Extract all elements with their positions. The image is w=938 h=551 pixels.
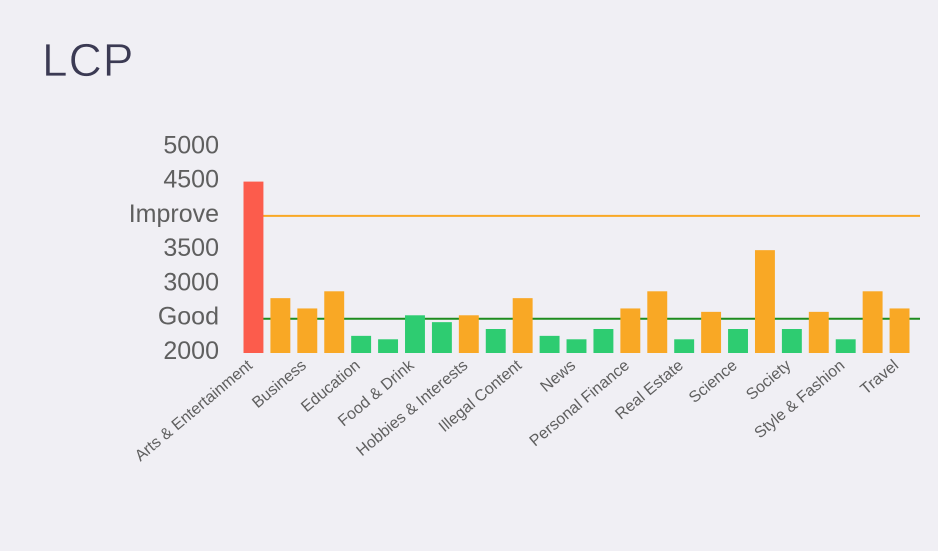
svg-text:News: News (537, 357, 579, 396)
svg-text:LCP: LCP (42, 34, 134, 86)
svg-text:Society: Society (743, 357, 794, 404)
svg-text:5000: 5000 (163, 131, 219, 159)
svg-text:Style & Fashion: Style & Fashion (751, 357, 848, 442)
svg-text:Good: Good (158, 303, 219, 331)
svg-text:Personal Finance: Personal Finance (527, 357, 633, 450)
svg-text:3000: 3000 (163, 268, 219, 296)
svg-text:Travel: Travel (858, 357, 903, 398)
svg-text:3500: 3500 (163, 234, 219, 262)
svg-text:Science: Science (686, 357, 741, 407)
svg-text:Improve: Improve (129, 200, 219, 228)
svg-text:4500: 4500 (163, 166, 219, 194)
svg-text:Arts & Entertainment: Arts & Entertainment (132, 357, 256, 465)
svg-text:2000: 2000 (163, 337, 219, 365)
